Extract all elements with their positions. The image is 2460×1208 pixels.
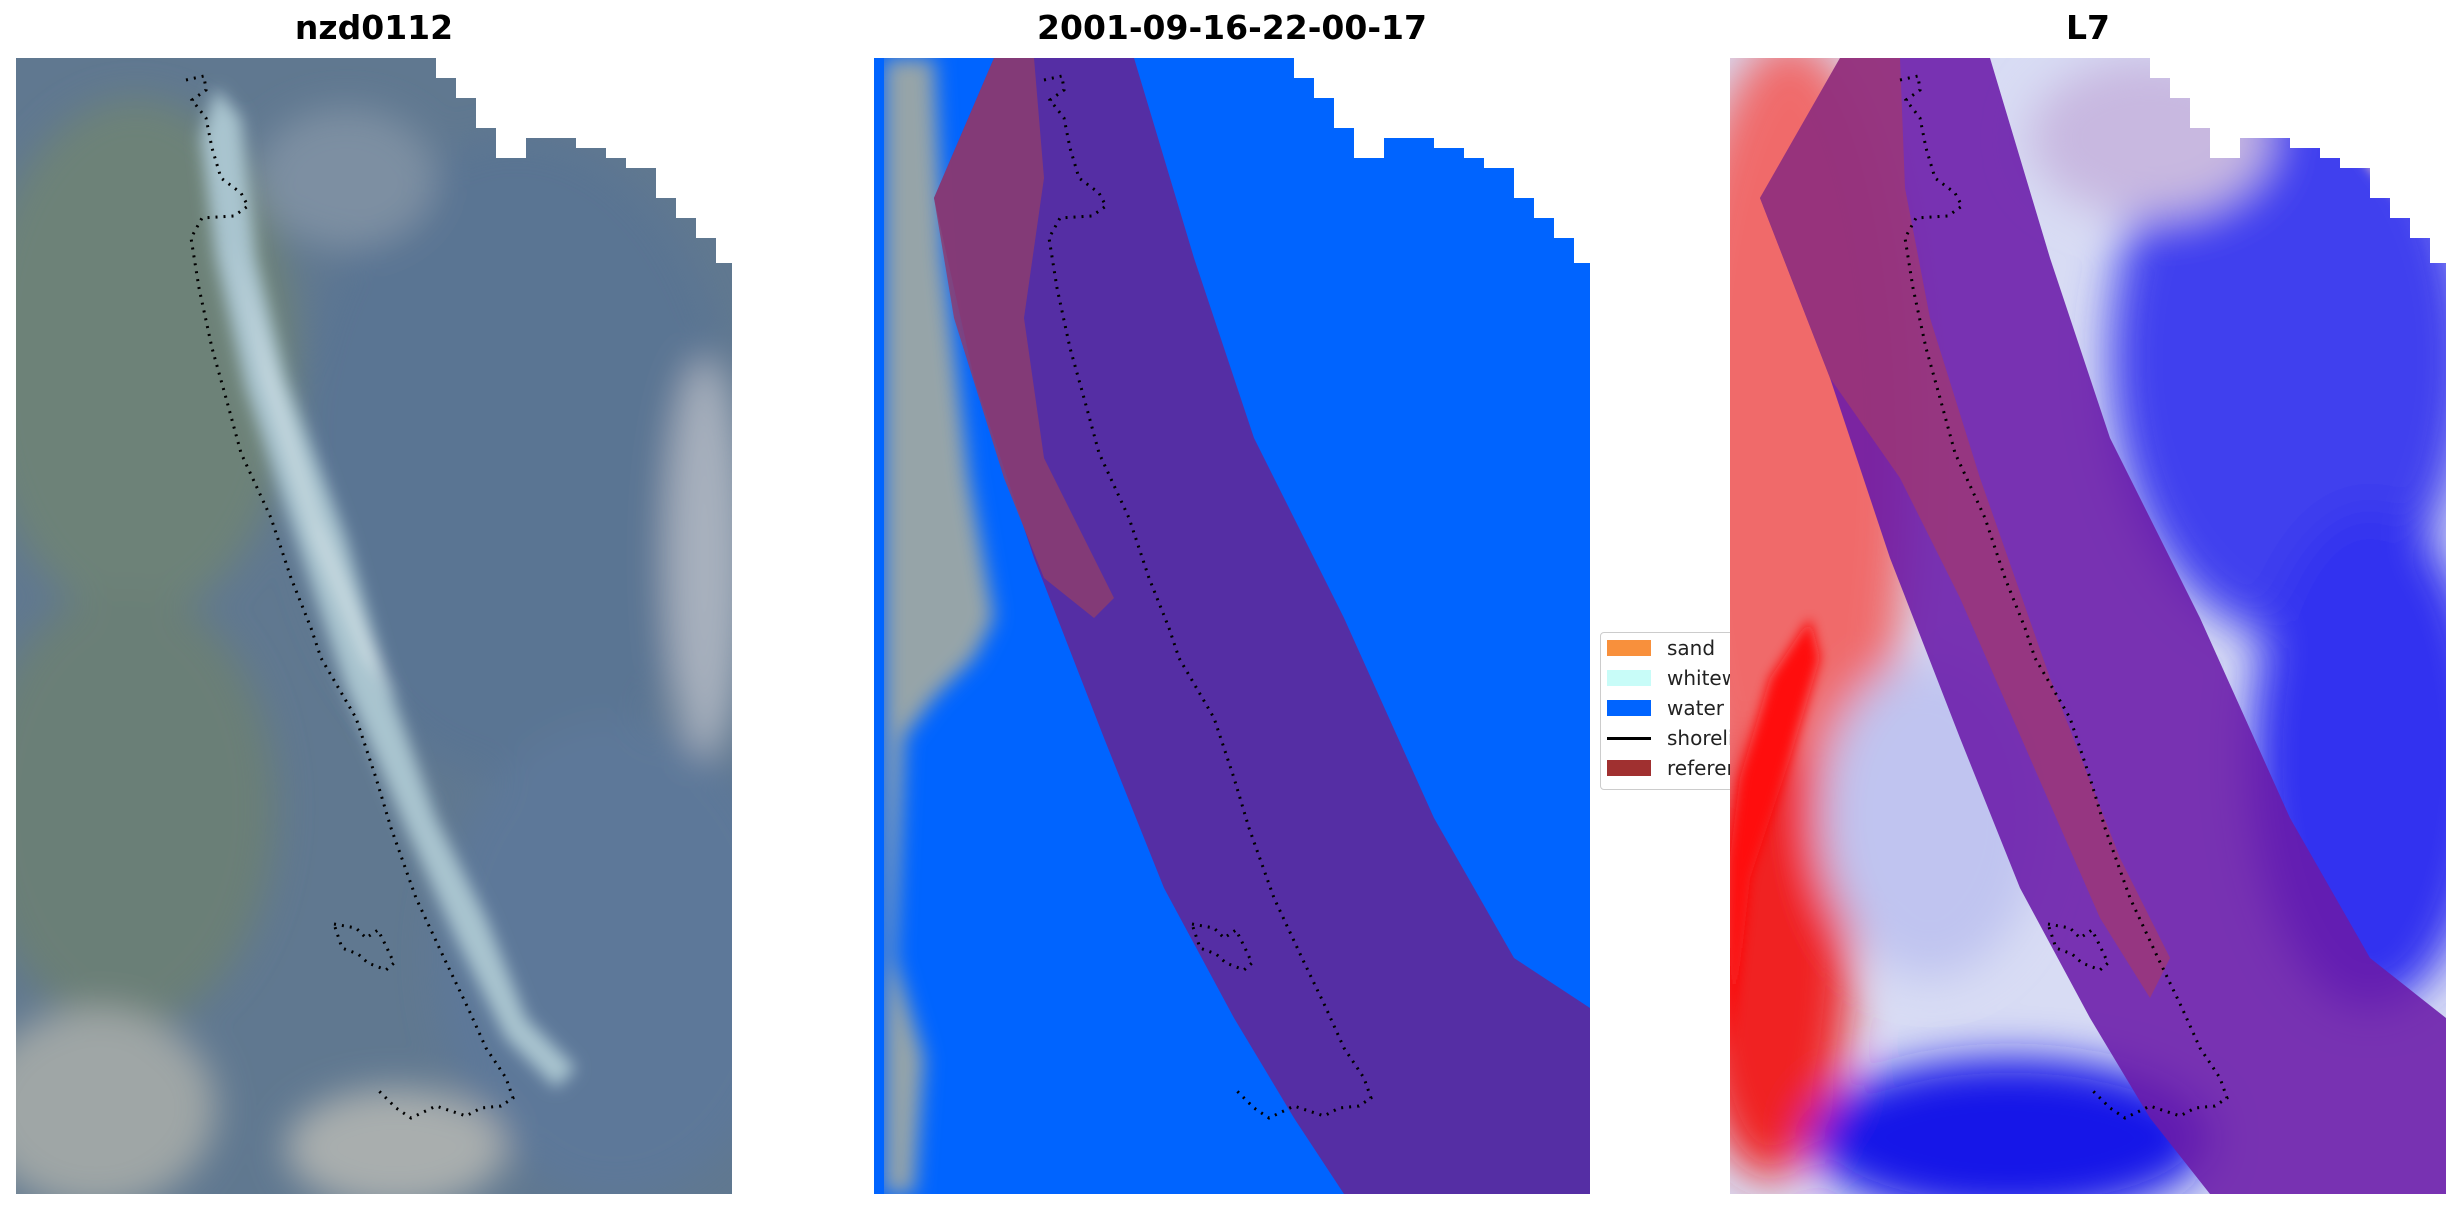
legend-item-reference: reference xyxy=(1607,753,1733,783)
legend-item-shoreline: shoreline xyxy=(1607,723,1733,753)
panel-title-index: L7 xyxy=(2066,8,2110,47)
legend-item-water: water xyxy=(1607,693,1733,723)
index-image-panel xyxy=(1730,58,2446,1194)
panel-title-rgb: nzd0112 xyxy=(294,8,454,47)
rgb-image-panel xyxy=(16,58,732,1194)
panel-title-classified: 2001-09-16-22-00-17 xyxy=(1037,8,1427,47)
classified-image xyxy=(874,58,1590,1194)
legend-label: water xyxy=(1667,696,1724,720)
water-swatch xyxy=(1607,700,1651,716)
legend-label: shoreline xyxy=(1667,726,1733,750)
legend-label: sand xyxy=(1667,636,1716,660)
whitewater-swatch xyxy=(1607,670,1651,686)
index-image xyxy=(1730,58,2446,1194)
buffer-overlay xyxy=(934,58,1590,1194)
reference-swatch xyxy=(1607,760,1651,776)
rgb-image xyxy=(16,58,732,1194)
classified-image-panel xyxy=(874,58,1590,1194)
legend-label: reference xyxy=(1667,756,1733,780)
sand-swatch xyxy=(1607,640,1651,656)
shoreline xyxy=(185,74,515,1120)
nodata-region xyxy=(436,58,732,263)
legend-item-sand: sand xyxy=(1607,633,1733,663)
shoreline-line-swatch xyxy=(1607,737,1651,740)
